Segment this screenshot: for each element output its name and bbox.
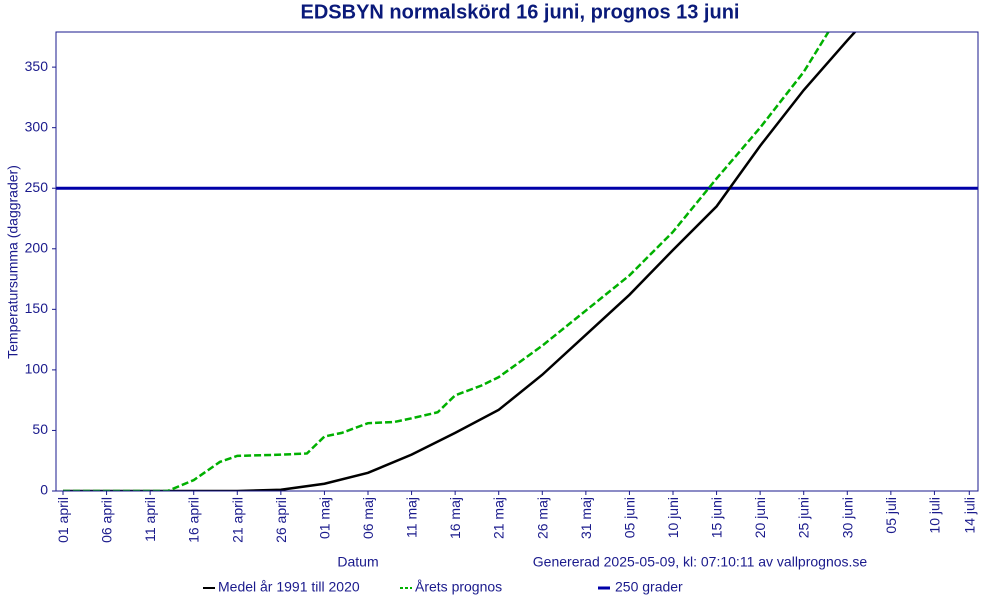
x-tick-label: 06 april xyxy=(99,497,115,543)
x-tick-label: 21 maj xyxy=(491,497,507,539)
y-tick-label: 200 xyxy=(25,239,49,255)
y-tick-label: 250 xyxy=(25,179,49,195)
x-tick-label: 31 maj xyxy=(578,497,594,539)
y-tick-label: 150 xyxy=(25,300,49,316)
x-tick-label: 01 april xyxy=(55,497,71,543)
x-tick-label: 16 april xyxy=(186,497,202,543)
plot-area xyxy=(56,32,978,491)
x-tick-label: 26 april xyxy=(273,497,289,543)
annotation: Genererad 2025-05-09, kl: 07:10:11 av va… xyxy=(533,554,868,570)
x-tick-label: 10 juni xyxy=(665,497,681,538)
y-tick-label: 0 xyxy=(40,482,48,498)
x-tick-label: 05 juli xyxy=(883,497,899,534)
x-tick-label: 11 april xyxy=(142,497,158,542)
x-tick-label: 10 juli xyxy=(926,497,942,534)
series-line xyxy=(63,32,857,491)
legend-label: Medel år 1991 till 2020 xyxy=(218,579,360,595)
x-tick-label: 16 maj xyxy=(447,497,463,539)
x-tick-label: 21 april xyxy=(229,497,245,543)
y-tick-label: 300 xyxy=(25,118,49,134)
x-tick-label: 06 maj xyxy=(360,497,376,539)
chart-title: EDSBYN normalskörd 16 juni, prognos 13 j… xyxy=(301,1,740,23)
y-tick-label: 50 xyxy=(32,421,48,437)
x-axis-label: Datum xyxy=(337,554,378,570)
x-tick-label: 11 maj xyxy=(404,497,420,538)
x-tick-label: 15 juni xyxy=(709,497,725,538)
legend-label: Årets prognos xyxy=(415,579,502,595)
x-tick-label: 01 maj xyxy=(316,497,332,539)
x-tick-label: 14 juli xyxy=(961,497,977,534)
series-line xyxy=(63,32,830,491)
x-tick-label: 26 maj xyxy=(534,497,550,539)
x-tick-label: 30 juni xyxy=(839,497,855,538)
y-tick-label: 350 xyxy=(25,58,49,74)
y-axis-label: Temperatursumma (daggrader) xyxy=(5,165,21,359)
x-tick-label: 05 juni xyxy=(621,497,637,538)
legend-label: 250 grader xyxy=(615,579,683,595)
x-tick-label: 20 juni xyxy=(752,497,768,538)
plot-frame xyxy=(55,31,979,492)
x-tick-label: 25 juni xyxy=(796,497,812,538)
y-tick-label: 100 xyxy=(25,361,49,377)
